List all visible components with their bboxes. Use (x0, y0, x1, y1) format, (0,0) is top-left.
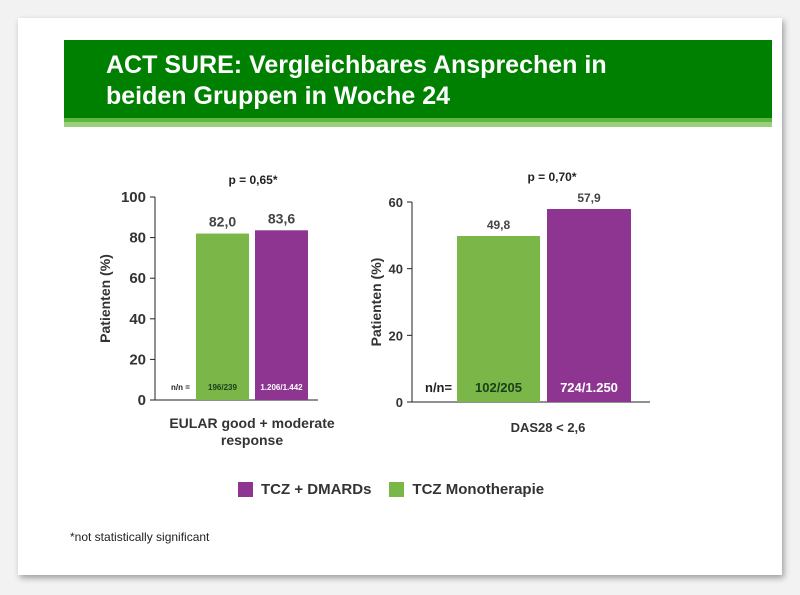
chart1-bar-2 (255, 230, 308, 400)
chart2-nn-prefix: n/n= (425, 380, 452, 395)
slide-title-line-2: beiden Gruppen in Woche 24 (106, 82, 451, 110)
chart1-y-tick-label: 80 (129, 230, 146, 247)
footnote: *not statistically significant (70, 530, 210, 544)
chart1-bar-1 (196, 233, 249, 400)
chart2-p-value: p = 0,70* (527, 170, 576, 184)
chart2-y-tick-label: 60 (389, 195, 403, 210)
legend-swatch-tcz-mono (389, 482, 405, 497)
chart2-y-tick-label: 40 (389, 262, 403, 277)
chart2-category-label: DAS28 < 2,6 (511, 420, 586, 435)
chart2-y-axis-label: Patienten (%) (368, 258, 384, 347)
chart2-y-tick-label: 0 (396, 395, 403, 410)
chart1-y-tick-label: 60 (129, 270, 146, 287)
chart1-bar-1-value-label: 82,0 (209, 214, 236, 230)
chart1-bar-1-nn-label: 196/239 (208, 383, 237, 392)
title-stripe (64, 118, 772, 122)
chart1-category-label: EULAR good + moderate (169, 415, 335, 431)
chart1-bar-2-value-label: 83,6 (268, 210, 295, 226)
title-bar: ACT SURE: Vergleichbares Ansprechen in b… (64, 40, 772, 118)
title-stripe-light (64, 122, 772, 127)
chart1-y-tick-label: 20 (129, 351, 146, 368)
chart2-bar-1 (457, 236, 540, 402)
chart1-y-tick-label: 40 (129, 311, 146, 328)
chart1-y-tick-label: 100 (121, 189, 146, 206)
chart1-category-label: response (221, 432, 283, 448)
chart1-bar-2-nn-label: 1.206/1.442 (260, 383, 303, 392)
slide-title-line-1: ACT SURE: Vergleichbares Ansprechen in (106, 51, 607, 79)
chart2-y-tick-label: 20 (389, 328, 403, 343)
slide-title: ACT SURE: Vergleichbares Ansprechen in b… (106, 50, 607, 112)
chart1-y-axis-label: Patienten (%) (97, 254, 113, 343)
legend: TCZ + DMARDs TCZ Monotherapie (238, 481, 562, 498)
chart2-bar-2-value-label: 57,9 (577, 191, 601, 205)
chart2-bar-2-nn-label: 724/1.250 (560, 380, 618, 395)
chart1-p-value: p = 0,65* (228, 173, 277, 187)
legend-label-tcz-mono: TCZ Monotherapie (412, 481, 545, 498)
legend-swatch-tcz-dmards (238, 482, 253, 497)
chart1-nn-prefix: n/n = (171, 383, 190, 392)
chart2-bar-1-value-label: 49,8 (487, 218, 511, 232)
chart2-bar-1-nn-label: 102/205 (475, 380, 522, 395)
chart2-bar-2 (547, 209, 631, 402)
legend-label-tcz-dmards: TCZ + DMARDs (261, 481, 372, 498)
chart1-y-tick-label: 0 (138, 392, 146, 409)
